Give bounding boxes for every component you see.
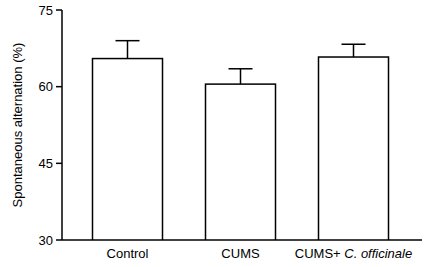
y-tick-label: 45: [39, 156, 53, 171]
y-tick: [56, 163, 62, 165]
error-bar: [127, 41, 129, 59]
y-tick-label: 60: [39, 79, 53, 94]
y-tick-label: 75: [39, 3, 53, 18]
bar: [319, 57, 389, 240]
y-tick: [56, 9, 62, 11]
y-tick: [56, 86, 62, 88]
error-cap: [116, 40, 140, 42]
x-tick-label: CUMS: [221, 246, 260, 261]
error-bar: [240, 69, 242, 84]
chart-svg: 30 45 60 75 Spontaneous alternation (%) Contr…: [0, 0, 434, 267]
y-axis-label: Spontaneous alternation (%): [10, 43, 25, 208]
y-tick: [56, 239, 62, 241]
x-tick-label: Control: [107, 246, 149, 261]
bar: [93, 59, 163, 240]
chart-container: 30 45 60 75 Spontaneous alternation (%) Contr…: [0, 0, 434, 267]
x-tick-label: CUMS+ C. officinale: [295, 246, 412, 261]
error-cap: [229, 68, 253, 70]
error-bar: [353, 44, 355, 57]
error-cap: [342, 43, 366, 45]
y-tick-label: 30: [39, 233, 53, 248]
bars: [93, 41, 389, 240]
y-axis-line: [61, 10, 63, 240]
bar: [206, 84, 276, 240]
